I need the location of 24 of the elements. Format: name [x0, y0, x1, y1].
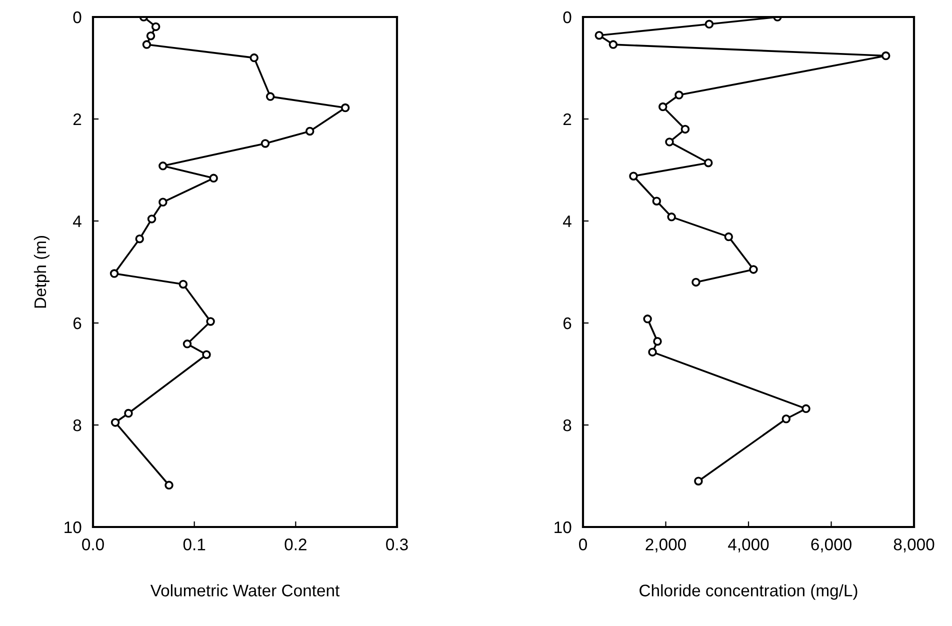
y-tick-label: 6 [73, 317, 82, 330]
x-tick-label: 2,000 [646, 538, 686, 552]
x-tick-label: 8,000 [894, 538, 934, 552]
x-tick-label: 0.1 [183, 538, 206, 550]
y-tick-label: 6 [563, 317, 572, 330]
x-tick-label: 0.0 [82, 538, 104, 550]
y-axis-title: Detph (m) [34, 236, 50, 308]
y-tick-label: 2 [563, 113, 572, 126]
x-tick-label: 0.3 [386, 538, 408, 550]
y-tick-label: 10 [64, 521, 82, 534]
x-axis-title: Volumetric Water Content [150, 584, 340, 596]
y-tick-label: 8 [563, 419, 572, 432]
x-axis-title: Chloride concentration (mg/L) [640, 584, 858, 600]
x-tick-label: 0.2 [284, 538, 306, 550]
y-tick-label: 4 [73, 216, 82, 228]
y-tick-label: 0 [563, 11, 572, 24]
x-tick-label: 0 [579, 538, 587, 550]
y-tick-label: 8 [73, 419, 82, 432]
x-tick-label: 4,000 [728, 538, 769, 552]
y-tick-label: 10 [554, 521, 572, 534]
y-tick-label: 2 [73, 113, 82, 126]
y-tick-label: 4 [563, 216, 572, 228]
y-tick-label: 0 [73, 11, 82, 24]
x-tick-label: 6,000 [811, 538, 852, 552]
